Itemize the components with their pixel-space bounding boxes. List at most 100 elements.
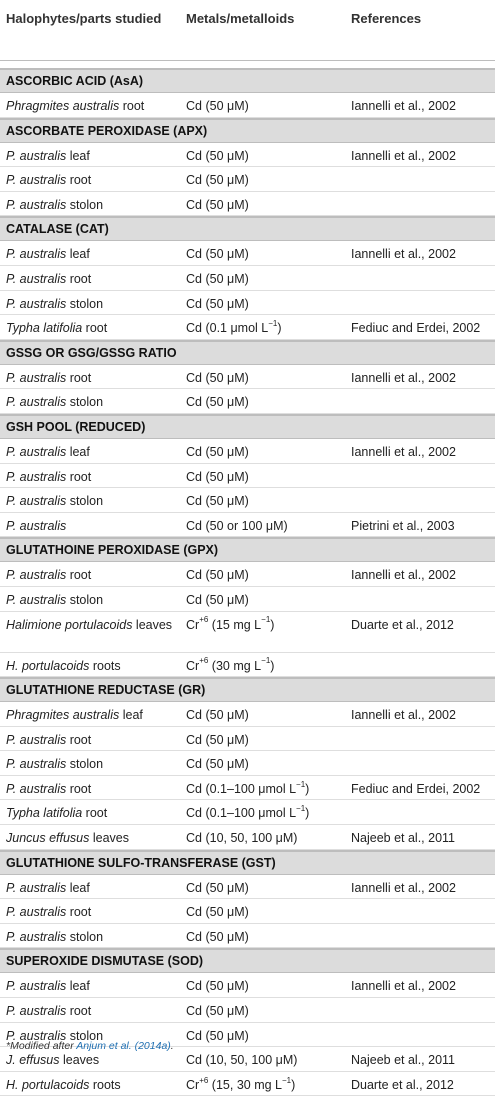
table-row: P. australis root Cd (50 μM) [0, 464, 495, 489]
plant-name: Phragmites australis [6, 708, 120, 723]
metal-text: Cd (50 μM) [186, 444, 249, 459]
metal-text: Cd (10, 50, 100 μM) [186, 831, 298, 846]
cell-metal: Cd (50 μM) [186, 978, 346, 995]
cell-plant-part: P. australis root [6, 1003, 176, 1020]
cell-metal: Cd (50 μM) [186, 172, 346, 189]
plant-part: stolon [66, 197, 104, 212]
cell-plant-part: P. australis stolon [6, 296, 176, 313]
cell-metal: Cd (50 μM) [186, 197, 346, 214]
cell-metal: Cd (50 μM) [186, 1028, 346, 1045]
cell-plant-part: Halimione portulacoids leaves [6, 617, 176, 634]
plant-name: P. australis [6, 929, 67, 944]
plant-part: root [66, 905, 92, 920]
metal-text: Cd (50 μM) [186, 271, 249, 286]
cell-plant-part: P. australis root [6, 904, 176, 921]
cell-metal: Cd (10, 50, 100 μM) [186, 830, 346, 847]
metal-text: Cd (50 μM) [186, 370, 249, 385]
table-row: P. australis leaf Cd (50 μM) Iannelli et a… [0, 439, 495, 464]
cell-plant-part: P. australis root [6, 172, 176, 189]
table-row: J. effusus leaves Cd (10, 50, 100 μM) Naje… [0, 1047, 495, 1072]
plant-part: leaf [66, 148, 90, 163]
cell-metal: Cd (0.1–100 μmol L−1) [186, 780, 346, 798]
metal-text: Cd (50 μM) [186, 979, 249, 994]
cell-reference: Duarte et al., 2012 [351, 1077, 454, 1092]
cell-reference: Iannelli et al., 2002 [351, 99, 456, 113]
cell-reference: Duarte et al., 2012 [351, 617, 454, 632]
metal-text: Cd (50 μM) [186, 905, 249, 920]
metal-text: Cd (50 μM) [186, 173, 249, 188]
plant-part: stolon [66, 296, 104, 311]
metal-text: Cd (50 μM) [186, 197, 249, 212]
cell-reference: Iannelli et al., 2002 [351, 568, 456, 583]
metal-text: Cr [186, 658, 200, 673]
footnote-link[interactable]: Anjum et al. (2014a) [76, 1040, 171, 1052]
plant-part: stolon [66, 494, 104, 509]
cell-reference: Iannelli et al., 2002 [351, 247, 456, 262]
cell-metal: Cd (50 μM) [186, 904, 346, 921]
cell-metal: Cd (50 μM) [186, 98, 346, 115]
table-row: H. portulacoids roots Cr+6 (15, 30 mg L−1… [0, 1072, 495, 1096]
cell-metal: Cd (50 μM) [186, 469, 346, 486]
table-row: P. australis leaf Cd (50 μM) Iannelli et a… [0, 241, 495, 266]
plant-part: leaf [66, 444, 90, 459]
cell-metal: Cd (50 μM) [186, 296, 346, 313]
metal-text: Cd (0.1–100 μmol L [186, 806, 297, 821]
plant-name: P. australis [6, 905, 67, 920]
cell-metal: Cd (50 μM) [186, 707, 346, 724]
table-row: P. australis stolon Cd (50 μM) [0, 1023, 495, 1048]
table-row: H. portulacoids roots Cr+6 (30 mg L−1) [0, 653, 495, 678]
cell-reference: Pietrini et al., 2003 [351, 518, 455, 533]
section-header: GLUTATHIONE REDUCTASE (GR) [0, 677, 495, 703]
cell-metal: Cd (50 μM) [186, 880, 346, 897]
table-row: P. australis root Cd (50 μM) [0, 266, 495, 291]
plant-name: P. australis [6, 568, 67, 583]
cell-plant-part: P. australis stolon [6, 493, 176, 510]
plant-part: root [66, 271, 92, 286]
metal-text: Cd (50 μM) [186, 592, 249, 607]
plant-part: root [66, 370, 92, 385]
metal-text-end: ) [270, 617, 275, 632]
cell-plant-part: P. australis leaf [6, 148, 176, 165]
plant-part: root [82, 321, 108, 336]
plant-part: roots [89, 1077, 121, 1092]
cell-metal: Cr+6 (15 mg L−1) [186, 615, 346, 634]
plant-name: P. australis [6, 1028, 67, 1043]
cell-plant-part: Phragmites australis leaf [6, 707, 176, 724]
cell-metal: Cd (50 μM) [186, 370, 346, 387]
plant-part: stolon [66, 757, 104, 772]
cell-plant-part: Typha latifolia root [6, 805, 176, 822]
header-col-halophytes: Halophytes/parts studied [6, 11, 162, 26]
plant-name: Juncus effusus [6, 831, 90, 846]
plant-name: Phragmites australis [6, 99, 120, 113]
metal-text: Cd (50 μM) [186, 494, 249, 509]
metal-text: Cr [186, 617, 200, 632]
section-header: CATALASE (CAT) [0, 216, 495, 242]
metal-text: Cd (50 μM) [186, 568, 249, 583]
plant-name: P. australis [6, 494, 67, 509]
metal-text: Cd (50 μM) [186, 148, 249, 163]
plant-name: P. australis [6, 518, 67, 533]
cell-plant-part: P. australis leaf [6, 978, 176, 995]
metal-text: Cd (50 μM) [186, 929, 249, 944]
cell-plant-part: P. australis stolon [6, 394, 176, 411]
plant-part: leaves [89, 831, 129, 846]
plant-part: leaf [66, 979, 90, 994]
metal-superscript: +6 [199, 1075, 209, 1085]
metal-text: Cd (50 μM) [186, 708, 249, 723]
plant-name: J. effusus [6, 1053, 60, 1068]
plant-part: stolon [66, 1028, 104, 1043]
metal-text: Cd (50 μM) [186, 1004, 249, 1019]
section-header: GLUTATHIONE SULFO-TRANSFERASE (GST) [0, 849, 495, 875]
metal-superscript: +6 [199, 615, 209, 625]
cell-metal: Cd (50 or 100 μM) [186, 518, 346, 535]
cell-reference: Iannelli et al., 2002 [351, 148, 456, 163]
table-row: P. australis root Cd (50 μM) [0, 998, 495, 1023]
cell-metal: Cr+6 (15, 30 mg L−1) [186, 1075, 346, 1094]
plant-name: P. australis [6, 370, 67, 385]
cell-plant-part: P. australis stolon [6, 592, 176, 609]
plant-name: P. australis [6, 197, 67, 212]
metal-text: Cd (50 μM) [186, 395, 249, 410]
plant-part: root [119, 99, 145, 113]
cell-metal: Cd (50 μM) [186, 493, 346, 510]
metal-text-after: (15 mg L [208, 617, 262, 632]
